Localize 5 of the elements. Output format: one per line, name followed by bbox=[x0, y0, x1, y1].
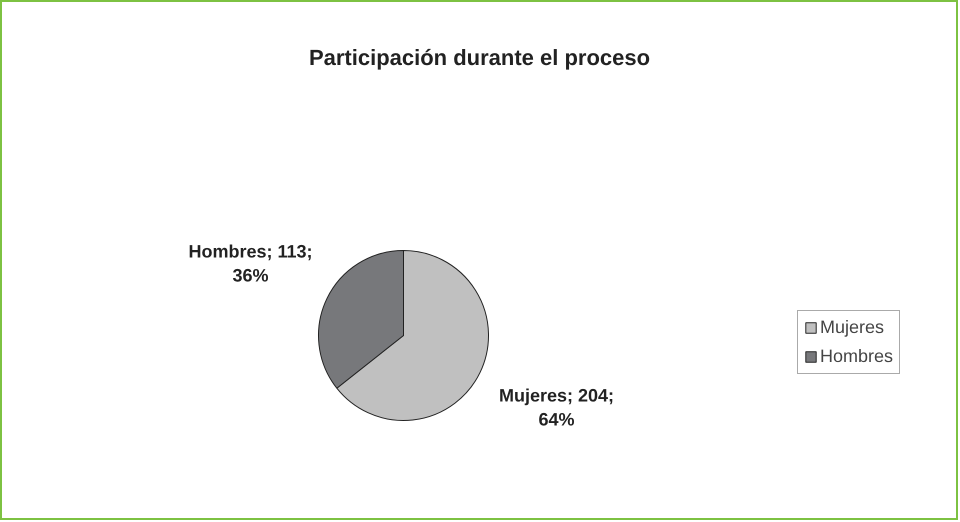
data-label: Mujeres; 204; 64% bbox=[498, 385, 614, 430]
data-label: Hombres; 113; 36% bbox=[188, 242, 313, 286]
chart-title: Participación durante el proceso bbox=[308, 45, 650, 70]
legend-label: Mujeres bbox=[820, 317, 884, 338]
legend-label: Hombres bbox=[820, 346, 894, 367]
